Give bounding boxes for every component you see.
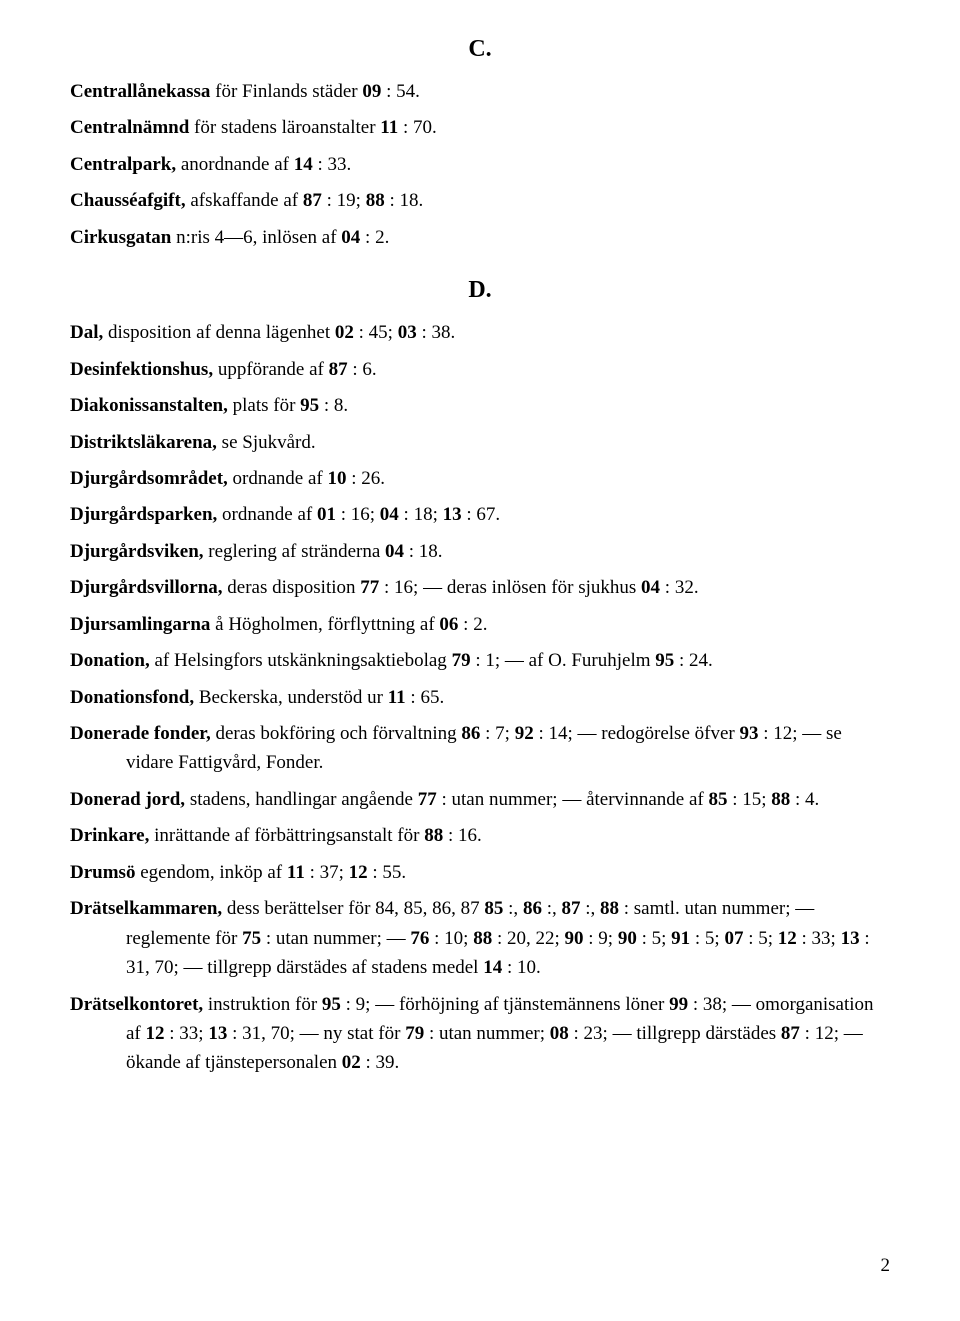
index-entry: Djurgårdsvillorna, deras disposition 77 … (70, 573, 890, 602)
entry-post: : 33. (313, 154, 352, 175)
document-page: C. Centrallånekassa för Finlands städer … (0, 0, 960, 1321)
entry-post: : 18. (385, 190, 424, 211)
section-heading-c: C. (70, 36, 890, 63)
entry-ref: 09 (362, 81, 381, 102)
entry-ref: 04 (341, 227, 360, 248)
entry-post: : 19; (322, 190, 366, 211)
index-entry: Distriktsläkarena, se Sjukvård. (70, 428, 890, 457)
entry-tail: för Finlands städer (210, 81, 362, 102)
entry-tail: afskaffande af (186, 190, 303, 211)
index-entry: Chausséafgift, afskaffande af 87 : 19; 8… (70, 186, 890, 215)
section-d-entries: Dal, disposition af denna lägenhet 02 : … (70, 318, 890, 1078)
entry-ref: 11 (380, 117, 398, 138)
entry-tail: n:ris 4—6, inlösen af (171, 227, 341, 248)
entry-post: : 54. (381, 81, 420, 102)
index-entry: Dal, disposition af denna lägenhet 02 : … (70, 318, 890, 347)
index-entry: Cirkusgatan n:ris 4—6, inlösen af 04 : 2… (70, 223, 890, 252)
index-entry: Djurgårdsparken, ordnande af 01 : 16; 04… (70, 500, 890, 529)
index-entry: Donation, af Helsingfors utskänkningsakt… (70, 646, 890, 675)
section-heading-d: D. (70, 277, 890, 304)
index-entry: Desinfektionshus, uppförande af 87 : 6. (70, 355, 890, 384)
index-entry: Djurgårdsviken, reglering af stränderna … (70, 537, 890, 566)
entry-post: : 70. (398, 117, 437, 138)
index-entry: Centralnämnd för stadens läroanstalter 1… (70, 113, 890, 142)
index-entry: Diakonissanstalten, plats för 95 : 8. (70, 391, 890, 420)
entry-tail: anordnande af (176, 154, 294, 175)
entry-ref: 88 (366, 190, 385, 211)
entry-term: Centralnämnd (70, 117, 189, 138)
entry-ref: 87 (303, 190, 322, 211)
index-entry: Drätselkontoret, instruktion för 95 : 9;… (70, 990, 890, 1078)
index-entry: Djursamlingarna å Högholmen, förflyttnin… (70, 610, 890, 639)
page-number: 2 (881, 1255, 891, 1277)
entry-term: Chausséafgift, (70, 190, 186, 211)
entry-ref: 14 (294, 154, 313, 175)
entry-tail: för stadens läroanstalter (189, 117, 380, 138)
index-entry: Donationsfond, Beckerska, understöd ur 1… (70, 683, 890, 712)
index-entry: Centralpark, anordnande af 14 : 33. (70, 150, 890, 179)
index-entry: Donerad jord, stadens, handlingar angåen… (70, 785, 890, 814)
entry-post: : 2. (360, 227, 389, 248)
index-entry: Drätselkammaren, dess berättelser för 84… (70, 894, 890, 982)
index-entry: Djurgårdsområdet, ordnande af 10 : 26. (70, 464, 890, 493)
index-entry: Donerade fonder, deras bokföring och för… (70, 719, 890, 778)
entry-term: Centralpark, (70, 154, 176, 175)
index-entry: Drumsö egendom, inköp af 11 : 37; 12 : 5… (70, 858, 890, 887)
entry-term: Cirkusgatan (70, 227, 171, 248)
entry-term: Centrallånekassa (70, 81, 210, 102)
index-entry: Drinkare, inrättande af förbättringsanst… (70, 821, 890, 850)
index-entry: Centrallånekassa för Finlands städer 09 … (70, 77, 890, 106)
